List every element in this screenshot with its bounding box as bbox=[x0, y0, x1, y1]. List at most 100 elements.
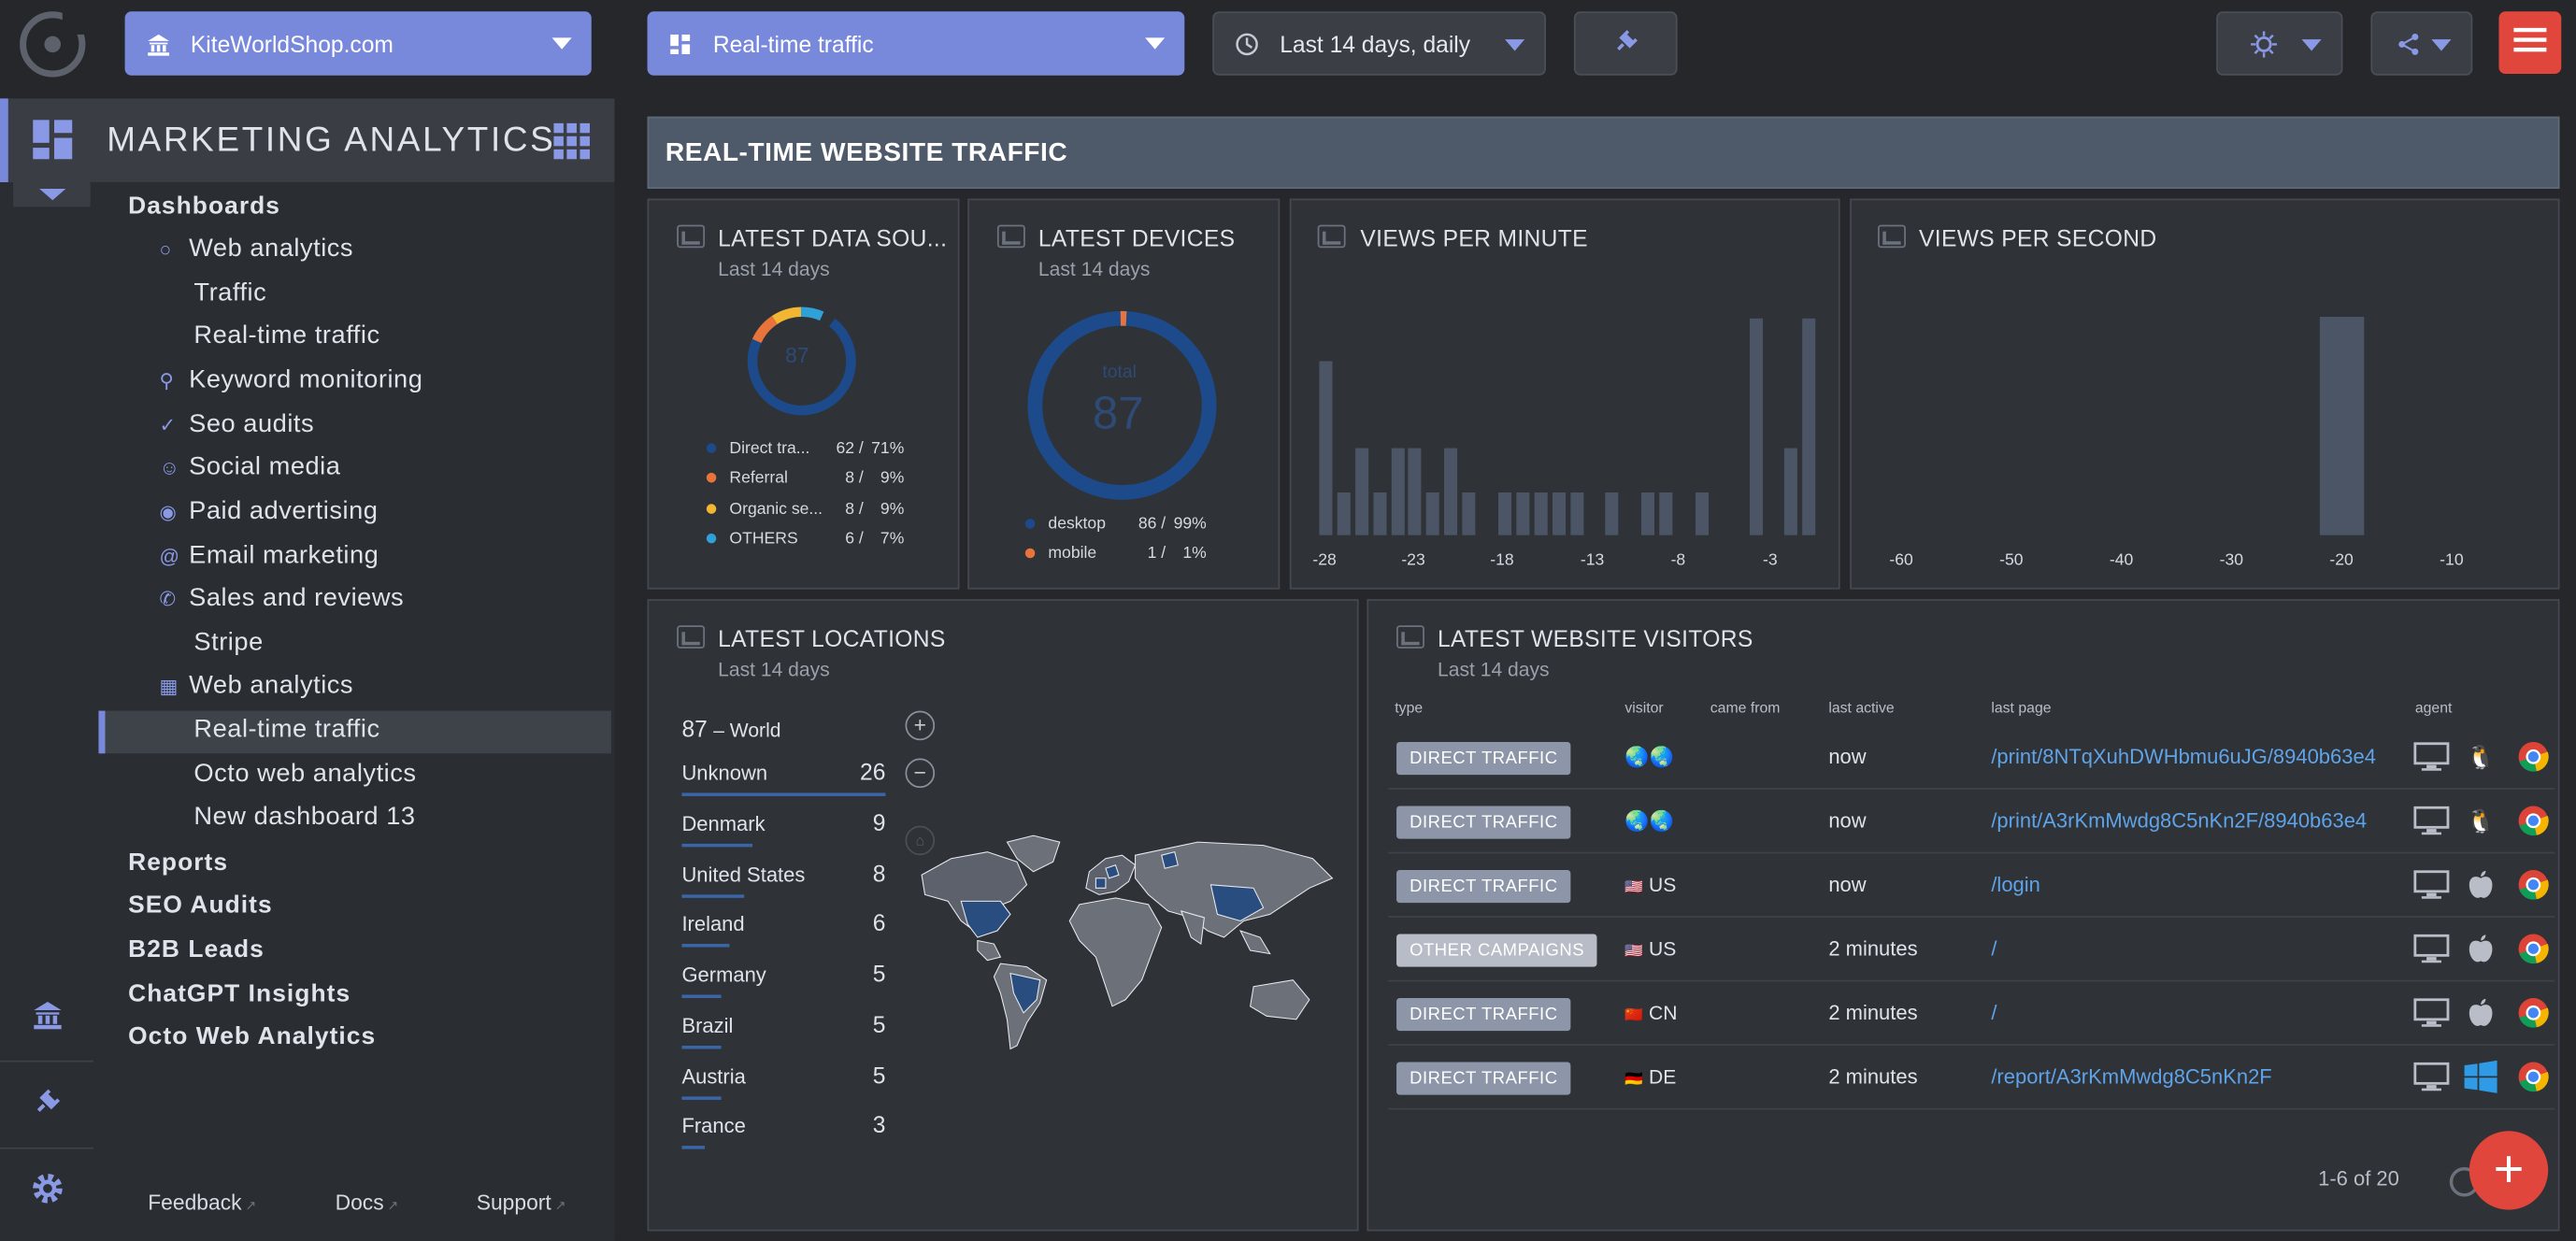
visitor-country: 🇨🇳 CN bbox=[1624, 1001, 1678, 1025]
sidebar-item-chatgpt-insights[interactable]: ChatGPT Insights bbox=[128, 979, 351, 1008]
world-map[interactable] bbox=[902, 829, 1346, 1059]
chart-bar bbox=[1426, 492, 1440, 535]
chevron-down-icon bbox=[1145, 37, 1166, 50]
site-label: KiteWorldShop.com bbox=[190, 30, 394, 57]
linux-icon: 🐧 bbox=[2466, 806, 2496, 834]
visitor-row[interactable]: DIRECT TRAFFIC 🌏🌏 now /print/A3rKmMwdg8C… bbox=[1388, 790, 2555, 854]
column-header[interactable]: last active bbox=[1828, 699, 1895, 716]
column-header[interactable]: type bbox=[1395, 699, 1424, 716]
last-page-link[interactable]: /login bbox=[1991, 873, 2040, 897]
location-row[interactable]: Unknown 26 bbox=[681, 759, 886, 796]
theme-button[interactable] bbox=[2216, 11, 2343, 76]
visitor-country: 🇺🇸 US bbox=[1624, 937, 1677, 961]
devices-total: 87 bbox=[1092, 387, 1144, 439]
column-header[interactable]: came from bbox=[1710, 699, 1781, 716]
site-selector[interactable]: KiteWorldShop.com bbox=[124, 11, 592, 76]
feedback-link[interactable]: Feedback bbox=[148, 1191, 256, 1215]
x-tick-label: -13 bbox=[1580, 551, 1605, 570]
rail-divider bbox=[0, 1147, 94, 1149]
at-icon: @ bbox=[159, 545, 180, 568]
rail-bank-button[interactable] bbox=[0, 975, 93, 1060]
zoom-in-button[interactable]: + bbox=[905, 710, 936, 741]
visitor-row[interactable]: DIRECT TRAFFIC 🌏🌏 now /print/8NTqXuhDWHb… bbox=[1388, 725, 2555, 790]
sidebar-item-traffic[interactable]: Traffic bbox=[193, 278, 267, 307]
main-menu-button[interactable] bbox=[2498, 11, 2562, 75]
last-page-link[interactable]: /print/8NTqXuhDWHbmu6uJG/8940b63e4 bbox=[1991, 745, 2376, 769]
legend-item: OTHERS 6 / 7% bbox=[706, 530, 904, 549]
collapse-toggle[interactable] bbox=[13, 181, 91, 207]
docs-link[interactable]: Docs bbox=[336, 1191, 399, 1215]
column-header[interactable]: visitor bbox=[1624, 699, 1664, 716]
x-tick-label: -50 bbox=[1999, 551, 2024, 570]
sidebar-item-octo-web-analytics[interactable]: Octo web analytics bbox=[193, 760, 417, 789]
date-range-selector[interactable]: Last 14 days, daily bbox=[1212, 11, 1546, 76]
sidebar-item-web-analytics[interactable]: ○ Web analytics bbox=[159, 235, 354, 264]
sidebar-item-keyword-monitoring[interactable]: ⚲ Keyword monitoring bbox=[159, 365, 423, 394]
last-page-link[interactable]: /report/A3rKmMwdg8C5nKn2F bbox=[1991, 1065, 2272, 1089]
sidebar-item-octo-web-analytics-section[interactable]: Octo Web Analytics bbox=[128, 1022, 377, 1051]
desktop-icon bbox=[2413, 866, 2450, 903]
sidebar-item-sales-and-reviews[interactable]: ✆ Sales and reviews bbox=[159, 584, 405, 613]
apps-grid-icon[interactable] bbox=[553, 122, 591, 167]
column-header[interactable]: last page bbox=[1991, 699, 2052, 716]
sidebar-item-reports[interactable]: Reports bbox=[128, 849, 229, 877]
widget-subtitle: Last 14 days bbox=[1038, 257, 1151, 281]
support-link[interactable]: Support bbox=[477, 1191, 566, 1215]
bank-icon bbox=[31, 999, 64, 1036]
sidebar-item-social-media[interactable]: ☺ Social media bbox=[159, 452, 341, 481]
sidebar-item-paid-advertising[interactable]: ◉ Paid advertising bbox=[159, 497, 379, 526]
x-tick-label: -30 bbox=[2219, 551, 2244, 570]
location-row[interactable]: Brazil 5 bbox=[681, 1011, 885, 1049]
rail-settings-button[interactable] bbox=[0, 1149, 93, 1234]
sidebar-item-web-analytics-doc[interactable]: ▦ Web analytics bbox=[159, 671, 354, 700]
visitor-row[interactable]: DIRECT TRAFFIC 🇩🇪 DE 2 minutes /report/A… bbox=[1388, 1046, 2555, 1110]
location-row[interactable]: Austria 5 bbox=[681, 1063, 885, 1100]
legend-item: desktop 86 / 99% bbox=[1024, 516, 1207, 534]
plug-icon bbox=[1610, 26, 1640, 61]
home-icon[interactable]: ⌂ bbox=[905, 825, 936, 856]
last-page-link[interactable]: /print/A3rKmMwdg8C5nKn2F/8940b63e4 bbox=[1991, 809, 2368, 833]
sidebar-item-dashboards[interactable]: Dashboards bbox=[128, 192, 281, 221]
location-row[interactable]: Ireland 6 bbox=[681, 909, 885, 948]
people-icon: ☺ bbox=[159, 456, 180, 479]
x-tick-label: -40 bbox=[2109, 551, 2134, 570]
last-page-link[interactable]: / bbox=[1991, 1001, 1997, 1025]
dashboard-selector[interactable]: Real-time traffic bbox=[647, 11, 1185, 76]
visitor-row[interactable]: DIRECT TRAFFIC 🇺🇸 US now /login bbox=[1388, 853, 2555, 918]
sidebar-item-seo-audits-section[interactable]: SEO Audits bbox=[128, 891, 273, 920]
location-row[interactable]: United States 8 bbox=[681, 860, 885, 898]
visitor-row[interactable]: DIRECT TRAFFIC 🇨🇳 CN 2 minutes / bbox=[1388, 981, 2555, 1046]
linux-icon: 🐧 bbox=[2466, 742, 2496, 769]
sidebar-item-real-time-traffic-active[interactable]: Real-time traffic bbox=[193, 715, 380, 744]
sidebar-item-email-marketing[interactable]: @ Email marketing bbox=[159, 541, 379, 570]
rail-plug-button[interactable] bbox=[0, 1063, 93, 1148]
visitor-row[interactable]: OTHER CAMPAIGNS 🇺🇸 US 2 minutes / bbox=[1388, 918, 2555, 982]
share-button[interactable] bbox=[2370, 11, 2473, 76]
sidebar-header: MARKETING ANALYTICS bbox=[0, 98, 615, 182]
sidebar-item-seo-audits[interactable]: ✓ Seo audits bbox=[159, 410, 315, 439]
chart-bar bbox=[1409, 448, 1423, 535]
zoom-out-button[interactable]: − bbox=[905, 758, 936, 789]
column-header[interactable]: agent bbox=[2414, 699, 2453, 716]
location-row[interactable]: Denmark 9 bbox=[681, 809, 885, 848]
x-tick-label: -23 bbox=[1401, 551, 1425, 570]
desktop-icon bbox=[2413, 1059, 2450, 1095]
sidebar-item-new-dashboard-13[interactable]: New dashboard 13 bbox=[193, 802, 416, 831]
location-row[interactable]: Germany 5 bbox=[681, 961, 885, 999]
last-page-link[interactable]: / bbox=[1991, 937, 1997, 961]
x-tick-label: -8 bbox=[1670, 551, 1686, 570]
sidebar-item-real-time-traffic[interactable]: Real-time traffic bbox=[193, 321, 380, 350]
sidebar-item-stripe[interactable]: Stripe bbox=[193, 628, 264, 657]
sidebar-item-b2b-leads[interactable]: B2B Leads bbox=[128, 935, 265, 964]
widget-icon bbox=[1317, 224, 1346, 249]
legend-item: Referral 8 / 9% bbox=[706, 469, 904, 488]
traffic-type-badge: DIRECT TRAFFIC bbox=[1396, 741, 1571, 776]
add-widget-button[interactable]: + bbox=[2469, 1131, 2549, 1210]
integrations-button[interactable] bbox=[1573, 11, 1678, 76]
app-logo[interactable] bbox=[20, 11, 86, 78]
location-row[interactable]: France 3 bbox=[681, 1111, 885, 1149]
widget-icon bbox=[1396, 625, 1424, 649]
chevron-down-icon bbox=[1505, 39, 1525, 51]
x-tick-label: -20 bbox=[2329, 551, 2354, 570]
widget-subtitle: Last 14 days bbox=[718, 658, 830, 681]
